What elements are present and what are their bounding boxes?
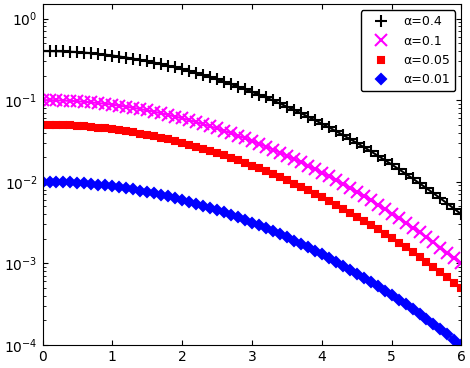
α=0.1: [263, 144, 269, 149]
α=0.1: [291, 157, 297, 161]
Line: α=0.05: α=0.05: [39, 121, 465, 291]
α=0.4: [186, 69, 192, 73]
Line: α=0.1: α=0.1: [37, 95, 467, 269]
α=0.05: [291, 181, 297, 186]
α=0.05: [137, 131, 143, 136]
α=0.05: [39, 123, 45, 127]
α=0.1: [403, 220, 408, 225]
α=0.1: [459, 261, 464, 266]
α=0.4: [263, 95, 269, 100]
Legend: α=0.4, α=0.1, α=0.05, α=0.01: α=0.4, α=0.1, α=0.05, α=0.01: [361, 10, 455, 91]
α=0.05: [403, 245, 408, 250]
α=0.01: [403, 302, 408, 307]
α=0.01: [137, 188, 143, 193]
α=0.01: [459, 343, 464, 347]
α=0.4: [124, 55, 129, 60]
α=0.05: [186, 142, 192, 147]
α=0.01: [263, 226, 269, 230]
α=0.1: [186, 118, 192, 123]
α=0.4: [403, 171, 408, 176]
α=0.05: [459, 286, 464, 290]
α=0.1: [137, 107, 143, 111]
α=0.05: [263, 169, 269, 173]
α=0.4: [39, 49, 45, 53]
α=0.4: [459, 212, 464, 216]
α=0.1: [124, 105, 129, 109]
α=0.01: [186, 199, 192, 204]
α=0.4: [291, 107, 297, 112]
Line: α=0.01: α=0.01: [39, 178, 465, 348]
α=0.01: [39, 180, 45, 184]
α=0.05: [124, 129, 129, 134]
α=0.1: [39, 98, 45, 102]
α=0.4: [137, 58, 143, 62]
Line: α=0.4: α=0.4: [37, 46, 467, 220]
α=0.01: [124, 186, 129, 191]
α=0.01: [291, 238, 297, 243]
